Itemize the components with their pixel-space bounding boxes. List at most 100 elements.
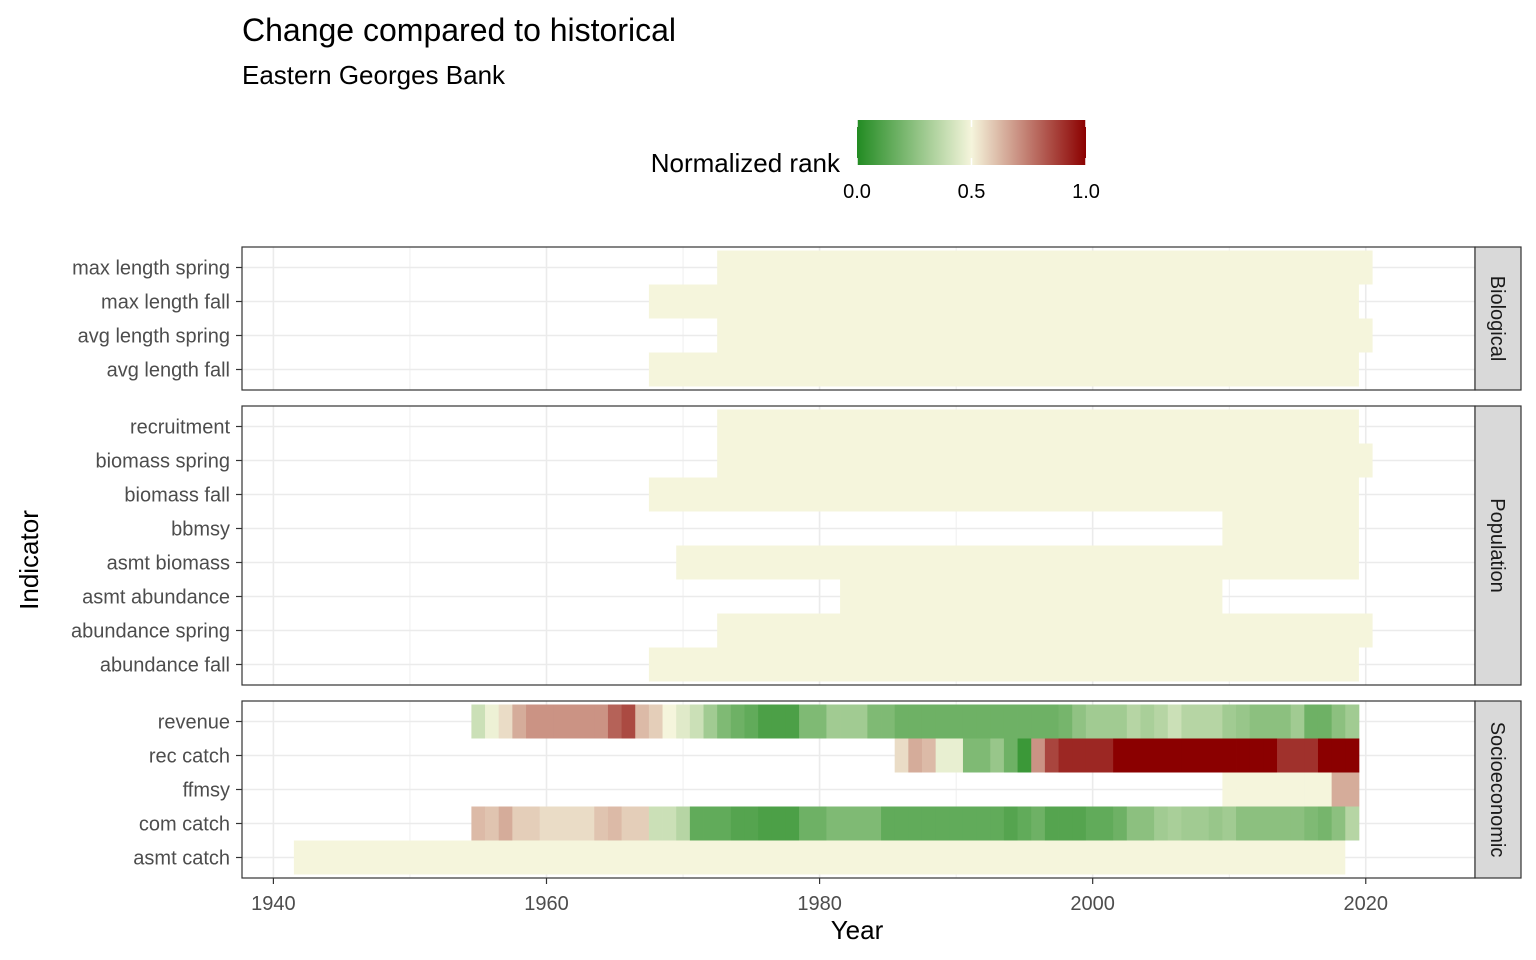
y-axis-title: Indicator (14, 510, 44, 610)
heatmap-cell (1099, 738, 1114, 773)
y-tick-label: ffmsy (183, 780, 230, 802)
heatmap-cell (1317, 704, 1333, 739)
heatmap-cell (744, 806, 759, 841)
heatmap-cell (1017, 806, 1032, 841)
heatmap-row (717, 250, 1373, 285)
x-tick-label: 1960 (524, 893, 569, 915)
heatmap-cell (512, 806, 527, 841)
heatmap-cell (485, 704, 500, 739)
facet-strip-label: Population (1486, 498, 1508, 593)
heatmap-cell (990, 806, 1005, 841)
heatmap-cell (594, 806, 609, 841)
heatmap-cell (717, 318, 1373, 353)
heatmap-cell (485, 806, 500, 841)
heatmap-cell (867, 704, 882, 739)
heatmap-cell (730, 806, 745, 841)
heatmap-row (717, 443, 1373, 478)
heatmap-cell (1072, 738, 1087, 773)
heatmap-cell (799, 704, 814, 739)
heatmap-cell (1222, 806, 1237, 841)
heatmap-cell (826, 704, 841, 739)
heatmap-cell (607, 806, 622, 841)
heatmap-cell (785, 704, 800, 739)
heatmap-cell (921, 806, 937, 841)
heatmap-cell (580, 806, 595, 841)
heatmap-cell (1222, 511, 1359, 546)
heatmap-cell (717, 443, 1373, 478)
x-tick-label: 1940 (251, 893, 296, 915)
heatmap-cell (566, 806, 582, 841)
heatmap-cell (607, 704, 622, 739)
heatmap-cell (1236, 772, 1251, 807)
heatmap-row (471, 704, 1360, 739)
heatmap-cell (1195, 738, 1210, 773)
heatmap-cell (826, 806, 841, 841)
heatmap-cell (1263, 772, 1278, 807)
legend-colorbar (857, 120, 1086, 165)
heatmap-cell (703, 704, 718, 739)
heatmap-cell (840, 704, 855, 739)
heatmap-cell (1167, 704, 1182, 739)
heatmap-cell (648, 477, 1359, 512)
heatmap-cell (1277, 738, 1292, 773)
heatmap-cell (471, 704, 486, 739)
y-tick-label: asmt abundance (82, 587, 230, 609)
y-tick-label: recruitment (130, 417, 230, 439)
heatmap-cell (621, 806, 636, 841)
heatmap-cell (717, 409, 1359, 444)
heatmap-cell (812, 704, 827, 739)
heatmap-cell (1085, 704, 1100, 739)
heatmap-cell (908, 806, 923, 841)
heatmap-cell (1263, 738, 1278, 773)
heatmap-cell (1044, 806, 1059, 841)
y-tick-label: rec catch (149, 746, 230, 768)
heatmap-row (648, 284, 1359, 319)
heatmap-cell (594, 704, 609, 739)
heatmap-cell (539, 806, 554, 841)
legend-tick-label: 1.0 (1072, 181, 1100, 203)
heatmap-cell (976, 738, 991, 773)
heatmap-cell (1113, 738, 1128, 773)
heatmap-cell (1003, 704, 1018, 739)
heatmap-cell (635, 704, 650, 739)
heatmap-cell (1072, 704, 1087, 739)
heatmap-cell (1249, 772, 1264, 807)
heatmap-cell (1236, 806, 1251, 841)
facet-panel-biological: max length spring max length fall avg leng… (72, 246, 1522, 391)
heatmap-cell (881, 806, 896, 841)
heatmap-cell (1222, 704, 1237, 739)
y-tick-label: max length fall (101, 292, 230, 314)
heatmap-cell (1345, 772, 1360, 807)
y-tick-label: biomass spring (95, 451, 230, 473)
heatmap-cell (1304, 738, 1319, 773)
heatmap-cell (1222, 738, 1237, 773)
heatmap-cell (526, 704, 541, 739)
heatmap-cell (1099, 704, 1114, 739)
legend-ticks: 0.0 0.5 1.0 (843, 120, 1100, 203)
heatmap-cell (785, 806, 800, 841)
heatmap-cell (1181, 738, 1196, 773)
heatmap-cell (771, 806, 786, 841)
heatmap-cell (1304, 772, 1319, 807)
heatmap-row (894, 738, 1360, 773)
heatmap-cell (1345, 704, 1360, 739)
heatmap-cell (498, 704, 513, 739)
heatmap-cell (1140, 806, 1155, 841)
heatmap-cell (962, 704, 978, 739)
y-tick-label: avg length spring (78, 326, 230, 348)
heatmap-cell (717, 704, 732, 739)
y-tick-label: asmt catch (133, 848, 230, 870)
heatmap-cell (1249, 806, 1264, 841)
heatmap-cell (566, 704, 582, 739)
heatmap-cell (1304, 806, 1319, 841)
heatmap-cell (471, 806, 486, 841)
heatmap-cell (1331, 738, 1346, 773)
facet-strip-label: Biological (1486, 276, 1508, 362)
facet-panel-socioeconomic: revenue rec catch ffmsy com catch asmt catch… (133, 700, 1522, 879)
heatmap-cell (1331, 806, 1346, 841)
heatmap-cell (676, 806, 691, 841)
heatmap-cell (962, 738, 978, 773)
heatmap-cell (676, 545, 1359, 580)
heatmap-cell (1304, 704, 1319, 739)
